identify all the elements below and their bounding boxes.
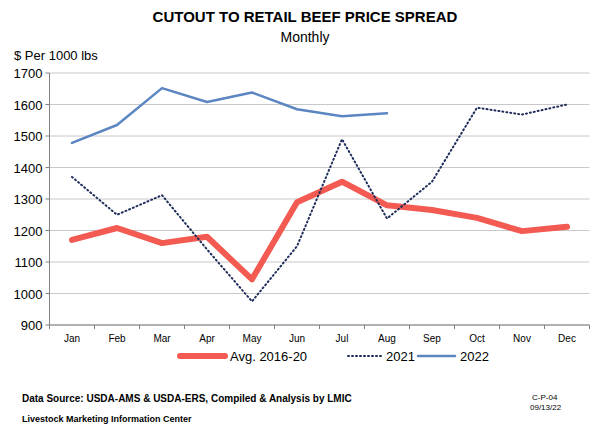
y-tick-label: 1100 <box>15 255 43 270</box>
grid-line <box>50 199 590 200</box>
series-line <box>72 182 567 280</box>
x-tick-label: May <box>243 333 262 344</box>
x-tick <box>364 325 365 329</box>
y-tick-label: 1700 <box>14 66 43 81</box>
x-tick <box>499 325 500 329</box>
grid-line <box>50 104 590 105</box>
y-tick <box>46 230 50 231</box>
y-tick <box>46 262 50 263</box>
legend-swatch <box>348 355 381 357</box>
x-tick-label: Jul <box>336 333 349 344</box>
grid-line <box>50 167 590 168</box>
x-tick <box>94 325 95 329</box>
source: Data Source: USDA-AMS & USDA-ERS, Compil… <box>22 393 352 404</box>
x-tick <box>589 325 590 329</box>
x-tick-label: Feb <box>108 333 126 344</box>
grid-line <box>50 262 590 263</box>
legend-swatch <box>180 353 225 359</box>
x-tick-label: Nov <box>513 333 531 344</box>
y-tick <box>46 104 50 105</box>
y-tick-label: 1000 <box>14 287 43 302</box>
x-tick <box>409 325 410 329</box>
grid-line <box>50 136 590 137</box>
x-tick-label: Oct <box>469 333 485 344</box>
y-tick <box>46 136 50 137</box>
x-tick <box>454 325 455 329</box>
subtitle: Monthly <box>280 29 329 45</box>
organization: Livestock Marketing Information Center <box>22 414 192 424</box>
date: 09/13/22 <box>530 403 562 412</box>
y-tick-label: 1600 <box>14 98 43 113</box>
x-tick-label: Jan <box>64 333 80 344</box>
x-tick-label: Mar <box>153 333 171 344</box>
y-tick-label: 1300 <box>14 192 43 207</box>
legend-label: Avg. 2016-20 <box>230 349 307 364</box>
x-tick <box>49 325 50 329</box>
y-label: $ Per 1000 lbs <box>14 48 98 63</box>
y-tick-label: 900 <box>21 318 43 333</box>
x-tick-label: Apr <box>199 333 215 344</box>
x-tick <box>319 325 320 329</box>
x-tick <box>544 325 545 329</box>
series-line <box>72 88 387 143</box>
grid-line <box>50 293 590 294</box>
chart-id: C-P-04 <box>532 393 558 402</box>
background <box>0 0 611 430</box>
y-tick-label: 1400 <box>14 161 43 176</box>
x-tick <box>274 325 275 329</box>
y-tick <box>46 325 50 326</box>
y-tick <box>46 199 50 200</box>
legend-label: 2021 <box>386 349 415 364</box>
title: CUTOUT TO RETAIL BEEF PRICE SPREAD <box>153 8 458 25</box>
y-tick-label: 1500 <box>14 129 43 144</box>
x-tick-label: Jun <box>289 333 305 344</box>
y-tick <box>46 73 50 74</box>
plot-area <box>72 88 567 301</box>
legend-swatch <box>418 355 455 358</box>
chart: CUTOUT TO RETAIL BEEF PRICE SPREAD Monthl… <box>0 0 611 430</box>
y-tick-label: 1200 <box>14 224 43 239</box>
x-tick <box>139 325 140 329</box>
x-tick-label: Dec <box>558 333 576 344</box>
x-tick <box>184 325 185 329</box>
grid-line <box>50 73 590 74</box>
y-axis <box>49 73 50 325</box>
x-tick-label: Aug <box>378 333 396 344</box>
y-tick <box>46 293 50 294</box>
series-line <box>72 105 567 302</box>
legend-label: 2022 <box>460 349 489 364</box>
x-tick-label: Sep <box>423 333 441 344</box>
x-tick <box>229 325 230 329</box>
y-tick <box>46 167 50 168</box>
